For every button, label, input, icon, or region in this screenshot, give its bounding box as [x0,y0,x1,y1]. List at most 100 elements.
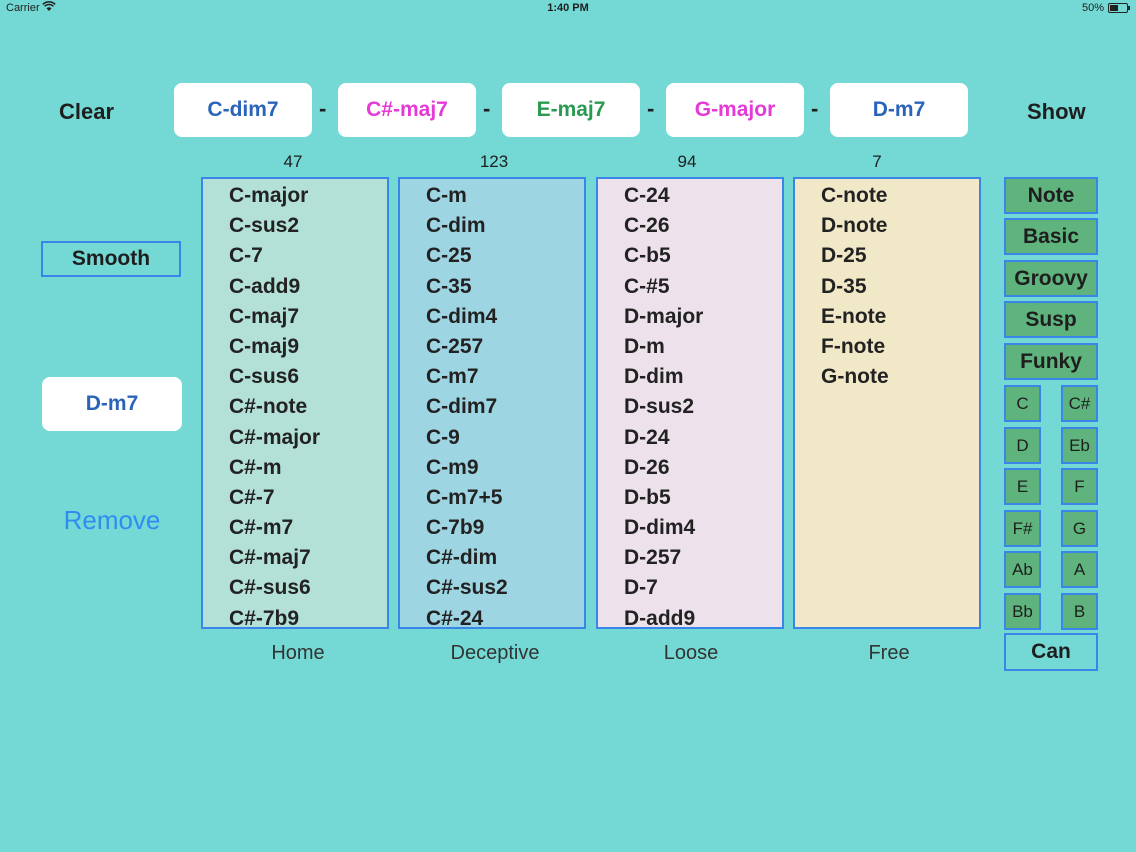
selected-chord-display[interactable]: D-m7 [42,377,182,431]
chord-list-item[interactable]: C-maj9 [229,334,300,358]
chord-list-item[interactable]: D-35 [821,274,867,298]
chord-list-item[interactable]: C#-m [229,455,282,479]
chord-list-item[interactable]: D-dim4 [624,516,696,540]
category-funky-button[interactable]: Funky [1004,343,1098,380]
chord-list-item[interactable]: D-257 [624,546,682,570]
chord-list-item[interactable]: C-sus2 [229,214,300,238]
key-csharp-button[interactable]: C# [1061,385,1098,422]
chord-list-item[interactable]: D-25 [821,244,867,268]
chord-list-item[interactable]: C#-major [229,425,321,449]
progression-separator: - [647,96,655,121]
chord-list-item[interactable]: C-24 [624,184,670,207]
show-button[interactable]: Show [1027,99,1086,124]
deceptive-chord-list[interactable]: C-m C-dim C-25 C-35 C-dim4 C-257 C-m7 C-dim7 C-9… [398,177,586,629]
clear-button[interactable]: Clear [59,99,115,124]
chord-list-item[interactable]: C-m9 [426,455,479,479]
chord-list-item[interactable]: C-7b9 [426,516,485,540]
chord-list-item[interactable]: C-m7 [426,365,479,389]
chord-list-item[interactable]: F-note [821,334,886,358]
key-ab-button[interactable]: Ab [1004,551,1041,588]
free-count: 7 [872,152,882,171]
progression-slot-4[interactable]: G-major [666,83,804,137]
chord-list-item[interactable]: D-sus2 [624,395,695,419]
wifi-icon [42,1,56,15]
battery-percent: 50% [1081,2,1104,14]
chord-list-item[interactable]: C-dim4 [426,304,498,328]
key-b-button[interactable]: B [1061,593,1098,630]
deceptive-count: 123 [479,152,509,171]
chord-list-item[interactable]: C-m [426,184,467,207]
chord-list-item[interactable]: D-major [624,304,704,328]
chord-list-item[interactable]: C#-sus6 [229,576,311,600]
chord-list-item[interactable]: D-note [821,214,888,238]
chord-list-item[interactable]: D-b5 [624,485,671,509]
chord-list-item[interactable]: C-7 [229,244,263,268]
chord-list-item[interactable]: C-26 [624,214,670,238]
chord-list-item[interactable]: C-#5 [624,274,670,298]
chord-list-item[interactable]: C-9 [426,425,460,449]
progression-slot-3[interactable]: E-maj7 [502,83,640,137]
key-e-button[interactable]: E [1004,468,1041,505]
chord-list-item[interactable]: C-257 [426,334,484,358]
key-fsharp-button[interactable]: F# [1004,510,1041,547]
category-basic-button[interactable]: Basic [1004,218,1098,255]
chord-list-item[interactable]: C-dim [426,214,486,238]
remove-button[interactable]: Remove [63,505,161,535]
cancel-button[interactable]: Can [1004,633,1098,671]
key-bb-button[interactable]: Bb [1004,593,1041,630]
chord-list-item[interactable]: C-add9 [229,274,301,298]
progression-separator: - [483,96,491,121]
chord-list-item[interactable]: G-note [821,365,889,389]
chord-list-item[interactable]: D-7 [624,576,658,600]
chord-list-item[interactable]: C-25 [426,244,472,268]
chord-list-item[interactable]: C-note [821,184,888,207]
chord-list-item[interactable]: C-dim7 [426,395,498,419]
chord-list-item[interactable]: D-26 [624,455,670,479]
chord-list-item[interactable]: C-m7+5 [426,485,503,509]
category-susp-button[interactable]: Susp [1004,301,1098,338]
chord-list-item[interactable]: C#-m7 [229,516,294,540]
carrier-label: Carrier [6,2,40,14]
key-g-button[interactable]: G [1061,510,1098,547]
battery-icon [1108,3,1130,13]
status-bar: Carrier 1:40 PM 50% [0,0,1136,16]
chord-list-item[interactable]: C#-7 [229,485,275,509]
home-chord-list[interactable]: C-major C-sus2 C-7 C-add9 C-maj7 C-maj9 C-sus6… [201,177,389,629]
chord-list-item[interactable]: C#-dim [426,546,498,570]
free-chord-list[interactable]: C-note D-note D-25 D-35 E-note F-note G-note [793,177,981,629]
chord-list-item[interactable]: C#-sus2 [426,576,508,600]
chord-list-item[interactable]: D-24 [624,425,670,449]
category-groovy-button[interactable]: Groovy [1004,260,1098,297]
battery-fill [1110,5,1118,11]
chord-list-item[interactable]: D-m [624,334,665,358]
progression-slot-1[interactable]: C-dim7 [174,83,312,137]
chord-list-item[interactable]: E-note [821,304,887,328]
chord-list-item[interactable]: C-major [229,184,309,207]
category-note-button[interactable]: Note [1004,177,1098,214]
key-c-button[interactable]: C [1004,385,1041,422]
chord-list-item[interactable]: C#-7b9 [229,606,300,629]
loose-column-label: Loose [663,642,719,664]
key-eb-button[interactable]: Eb [1061,427,1098,464]
progression-separator: - [319,96,327,121]
chord-list-item[interactable]: D-add9 [624,606,696,629]
progression-slot-5[interactable]: D-m7 [830,83,968,137]
home-count: 47 [283,152,303,171]
chord-list-item[interactable]: C#-note [229,395,308,419]
home-column-label: Home [271,642,325,664]
chord-list-item[interactable]: C-maj7 [229,304,300,328]
chord-list-item[interactable]: C-35 [426,274,472,298]
free-column-label: Free [868,642,910,664]
loose-count: 94 [677,152,697,171]
chord-list-item[interactable]: C#-24 [426,606,484,629]
key-f-button[interactable]: F [1061,468,1098,505]
chord-list-item[interactable]: C-sus6 [229,365,300,389]
smooth-button[interactable]: Smooth [41,241,181,277]
key-a-button[interactable]: A [1061,551,1098,588]
progression-slot-2[interactable]: C#-maj7 [338,83,476,137]
chord-list-item[interactable]: D-dim [624,365,684,389]
loose-chord-list[interactable]: C-24 C-26 C-b5 C-#5 D-major D-m D-dim D-sus2 D-2… [596,177,784,629]
key-d-button[interactable]: D [1004,427,1041,464]
chord-list-item[interactable]: C-b5 [624,244,671,268]
chord-list-item[interactable]: C#-maj7 [229,546,311,570]
